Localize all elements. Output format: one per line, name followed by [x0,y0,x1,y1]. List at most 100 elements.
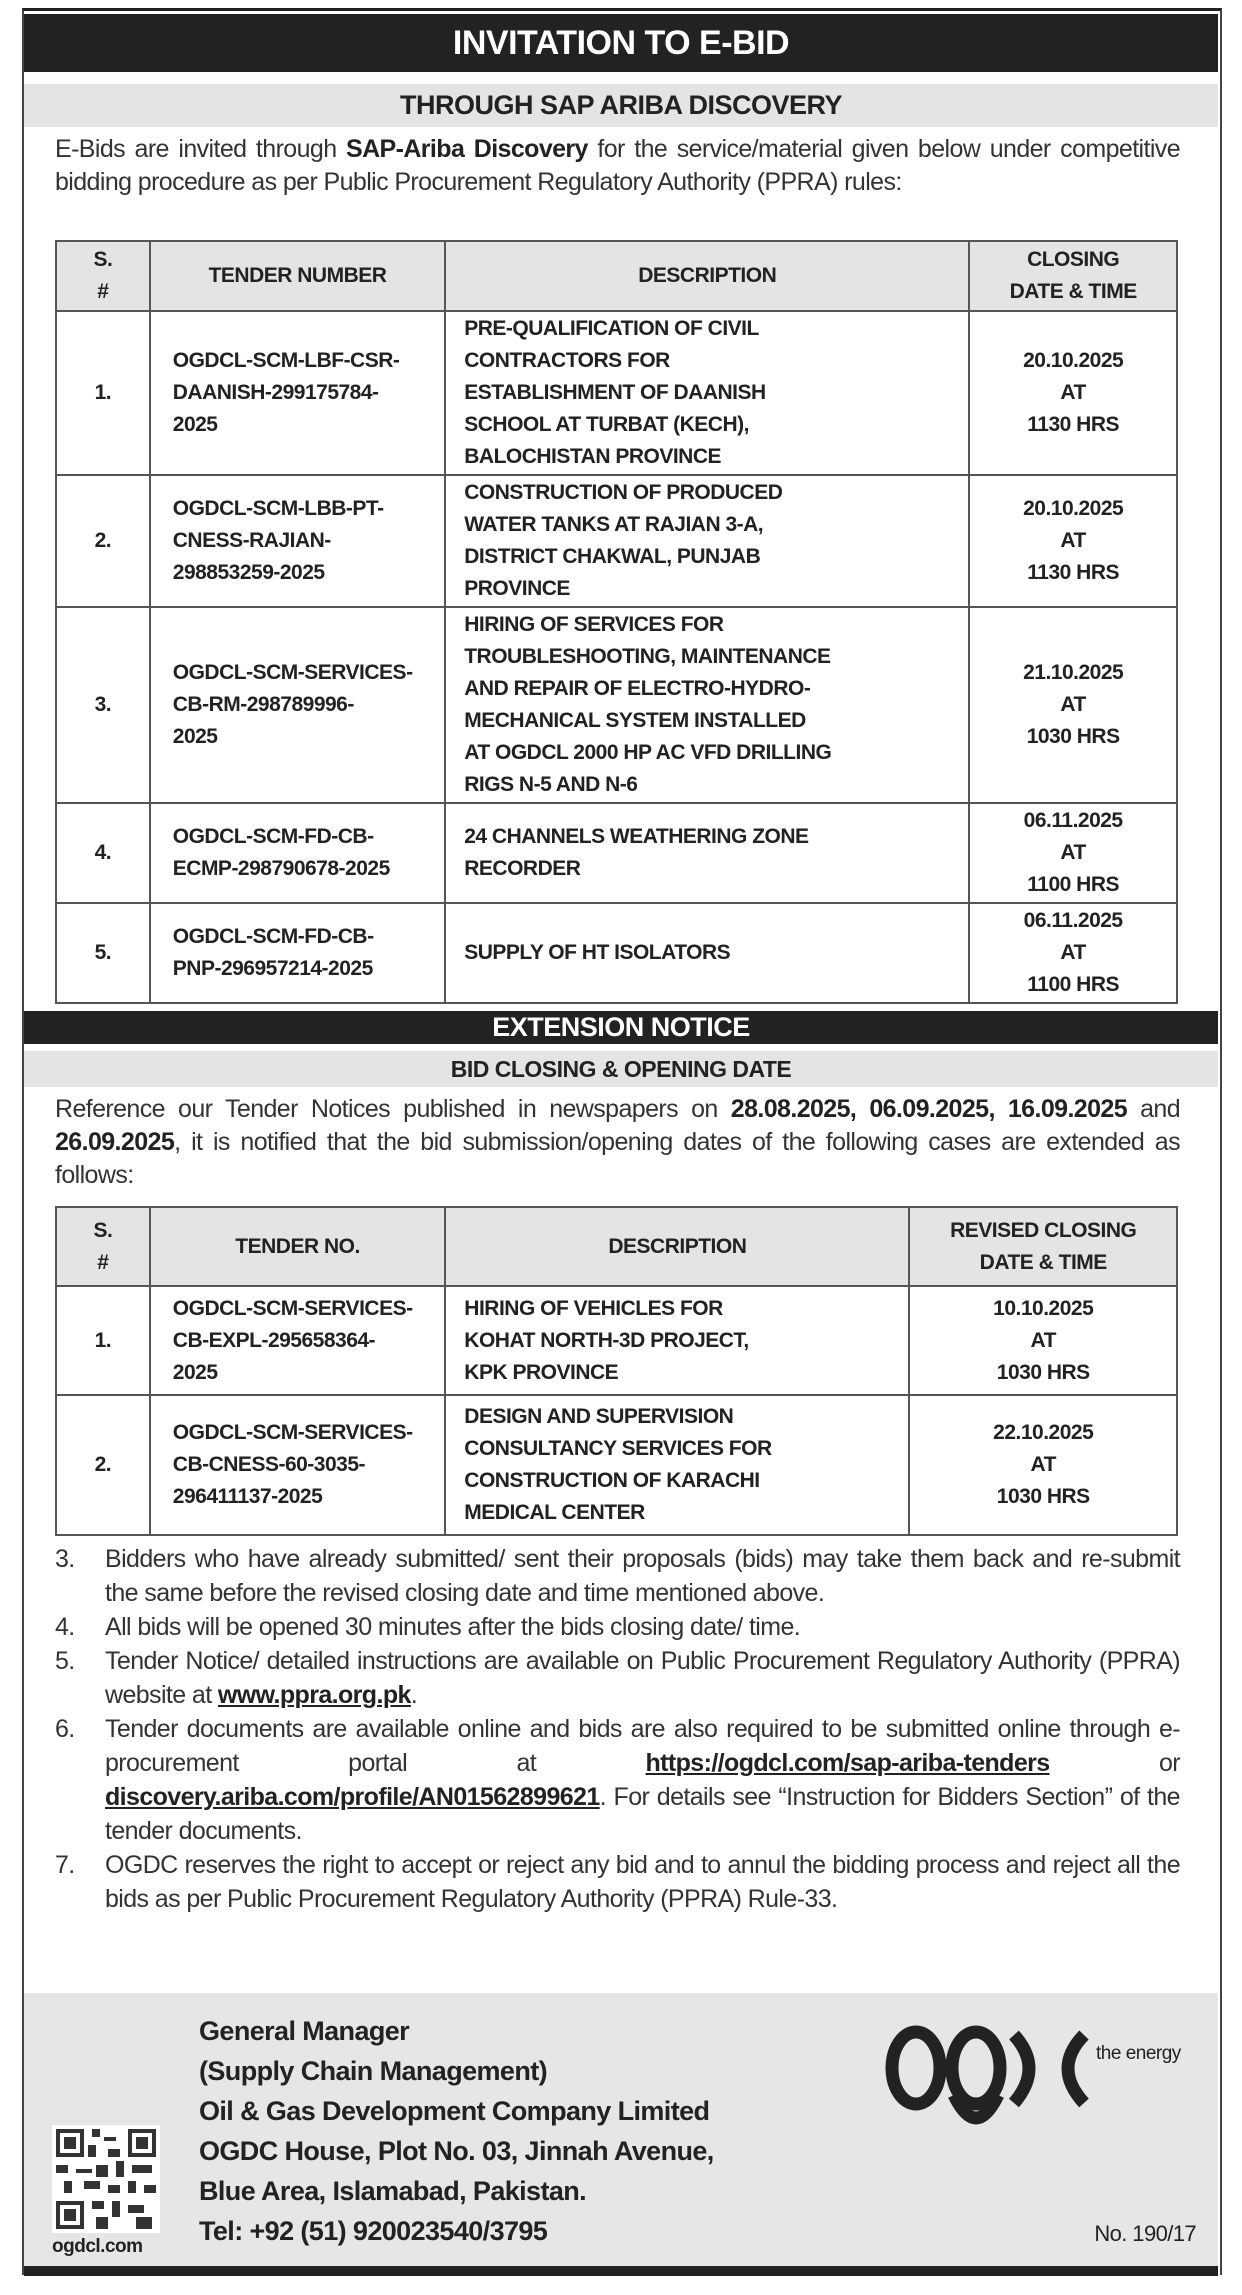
address-line: Oil & Gas Development Company Limited [199,2096,710,2126]
list-item: 6. Tender documents are available online … [55,1712,1181,1848]
item-text-end: . [410,1681,418,1709]
item-text-end: . For details see “Instruction for Bidde… [105,1783,1181,1845]
ext-dates: 28.08.2025, 06.09.2025, 16.09.2025 [730,1095,1128,1123]
address-line: OGDC House, Plot No. 03, Jinnah Avenue, [199,2136,714,2166]
cell-tender: OGDCL-SCM-SERVICES- CB-EXPL-295658364- 2… [148,1285,447,1396]
item-text: Bidders who have already submitted/ sent… [105,1545,1181,1607]
contact-address: General Manager (Supply Chain Management… [199,2011,714,2251]
cell-closing: 20.10.2025 AT 1130 HRS [968,474,1178,608]
col-description: DESCRIPTION [444,240,971,312]
table-header-row: S. # TENDER NUMBER DESCRIPTION CLOSING D… [55,240,1178,312]
ariba-discovery-link[interactable]: discovery.ariba.com/profile/AN0156289962… [105,1783,600,1811]
cell-sn: 1. [55,1285,151,1396]
cell-tender: OGDCL-SCM-FD-CB- PNP-296957214-2025 [148,902,447,1004]
cell-closing: 06.11.2025 AT 1100 HRS [968,902,1178,1004]
col-revised-closing: REVISED CLOSING DATE & TIME [908,1206,1178,1287]
cell-sn: 2. [55,1394,151,1536]
cell-sn: 5. [55,902,151,1004]
table-row: 1. OGDCL-SCM-SERVICES- CB-EXPL-295658364… [55,1285,1178,1396]
cell-desc: HIRING OF VEHICLES FOR KOHAT NORTH-3D PR… [444,1285,911,1396]
cell-tender: OGDCL-SCM-FD-CB- ECMP-298790678-2025 [148,802,447,904]
intro-bold: SAP-Ariba Discovery [346,135,588,163]
col-description: DESCRIPTION [444,1206,911,1287]
ogdcl-tenders-link[interactable]: https://ogdcl.com/sap-ariba-tenders [645,1749,1051,1777]
ext-text-3: , it is notified that the bid submission… [55,1128,1181,1189]
col-tender-number: TENDER NUMBER [148,240,447,312]
cell-closing: 22.10.2025 AT 1030 HRS [908,1394,1178,1536]
cell-closing: 10.10.2025 AT 1030 HRS [908,1285,1178,1396]
cell-sn: 3. [55,606,151,804]
item-text: All bids will be opened 30 minutes after… [105,1613,801,1641]
item-text-container: Tender Notice/ detailed instructions are… [105,1644,1181,1712]
footer: ogdcl.com General Manager (Supply Chain … [24,1993,1218,2266]
cell-sn: 4. [55,802,151,904]
address-line: (Supply Chain Management) [199,2056,548,2086]
page-title: INVITATION TO E-BID [24,14,1218,72]
item-number: 5. [55,1647,75,1675]
ogdc-logo-mark [885,2025,1089,2125]
page-subtitle: THROUGH SAP ARIBA DISCOVERY [24,84,1218,127]
table-row: 5. OGDCL-SCM-FD-CB- PNP-296957214-2025 S… [55,902,1178,1004]
list-item: 7. OGDC reserves the right to accept or r… [55,1848,1181,1916]
cell-tender: OGDCL-SCM-LBF-CSR- DAANISH-299175784- 20… [148,310,447,476]
item-number: 4. [55,1613,75,1641]
table-row: 2. OGDCL-SCM-SERVICES- CB-CNESS-60-3035-… [55,1394,1178,1536]
list-item: 5. Tender Notice/ detailed instructions a… [55,1644,1181,1712]
intro-paragraph: E-Bids are invited through SAP-Ariba Dis… [55,133,1181,199]
extension-paragraph: Reference our Tender Notices published i… [55,1093,1181,1192]
address-line: Blue Area, Islamabad, Pakistan. [199,2176,587,2206]
cell-tender: OGDCL-SCM-LBB-PT- CNESS-RAJIAN- 29885325… [148,474,447,608]
cell-closing: 20.10.2025 AT 1130 HRS [968,310,1178,476]
list-item: 3. Bidders who have already submitted/ se… [55,1542,1181,1610]
cell-desc: SUPPLY OF HT ISOLATORS [444,902,971,1004]
table-row: 2. OGDCL-SCM-LBB-PT- CNESS-RAJIAN- 29885… [55,474,1178,608]
item-text: OGDC reserves the right to accept or rej… [105,1851,1181,1913]
intro-text: E-Bids are invited through [55,135,347,163]
col-tender-no: TENDER NO. [148,1206,447,1287]
table-row: 4. OGDCL-SCM-FD-CB- ECMP-298790678-2025 … [55,802,1178,904]
item-number: 6. [55,1715,75,1743]
logo-tagline: the energy [1096,2043,1181,2064]
item-number: 7. [55,1851,75,1879]
address-line: General Manager [199,2016,410,2046]
website-label: ogdcl.com [52,2236,143,2257]
cell-desc: PRE-QUALIFICATION OF CIVIL CONTRACTORS F… [444,310,971,476]
ext-date-last: 26.09.2025 [55,1128,175,1156]
phone-line: Tel: +92 (51) 920023540/3795 [199,2216,548,2246]
qr-code-icon [52,2125,160,2233]
ppra-link[interactable]: www.ppra.org.pk [217,1681,411,1709]
reference-number: No. 190/17 [1094,2221,1196,2246]
extension-title: EXTENSION NOTICE [24,1011,1218,1044]
table-row: 3. OGDCL-SCM-SERVICES- CB-RM-298789996- … [55,606,1178,804]
item-number: 3. [55,1545,75,1573]
ext-text: Reference our Tender Notices published i… [55,1095,731,1123]
notice-frame [22,8,1222,2275]
col-sn: S. # [55,240,151,312]
table-row: 1. OGDCL-SCM-LBF-CSR- DAANISH-299175784-… [55,310,1178,476]
extension-subtitle: BID CLOSING & OPENING DATE [24,1051,1218,1087]
cell-closing: 06.11.2025 AT 1100 HRS [968,802,1178,904]
cell-desc: HIRING OF SERVICES FOR TROUBLESHOOTING, … [444,606,971,804]
cell-sn: 2. [55,474,151,608]
conditions-list: 3. Bidders who have already submitted/ se… [55,1542,1181,1916]
col-sn: S. # [55,1206,151,1287]
table-header-row: S. # TENDER NO. DESCRIPTION REVISED CLOS… [55,1206,1178,1287]
item-text: Tender documents are available online an… [105,1715,1181,1777]
col-closing: CLOSING DATE & TIME [968,240,1178,312]
extension-table: S. # TENDER NO. DESCRIPTION REVISED CLOS… [55,1206,1178,1536]
list-item: 4. All bids will be opened 30 minutes aft… [55,1610,1180,1644]
item-text-mid: or [1049,1749,1181,1777]
cell-sn: 1. [55,310,151,476]
bottom-bar [24,2266,1218,2276]
cell-closing: 21.10.2025 AT 1030 HRS [968,606,1178,804]
cell-desc: CONSTRUCTION OF PRODUCED WATER TANKS AT … [444,474,971,608]
intro-text-2: for the service/material given below und… [55,135,1181,196]
item-text: Tender Notice/ detailed instructions are… [105,1647,1181,1709]
cell-tender: OGDCL-SCM-SERVICES- CB-CNESS-60-3035- 29… [148,1394,447,1536]
cell-desc: 24 CHANNELS WEATHERING ZONE RECORDER [444,802,971,904]
tender-table: S. # TENDER NUMBER DESCRIPTION CLOSING D… [55,240,1178,1004]
item-text-container: Tender documents are available online an… [105,1712,1181,1848]
ext-text-2: and [1127,1095,1181,1123]
cell-tender: OGDCL-SCM-SERVICES- CB-RM-298789996- 202… [148,606,447,804]
cell-desc: DESIGN AND SUPERVISION CONSULTANCY SERVI… [444,1394,911,1536]
